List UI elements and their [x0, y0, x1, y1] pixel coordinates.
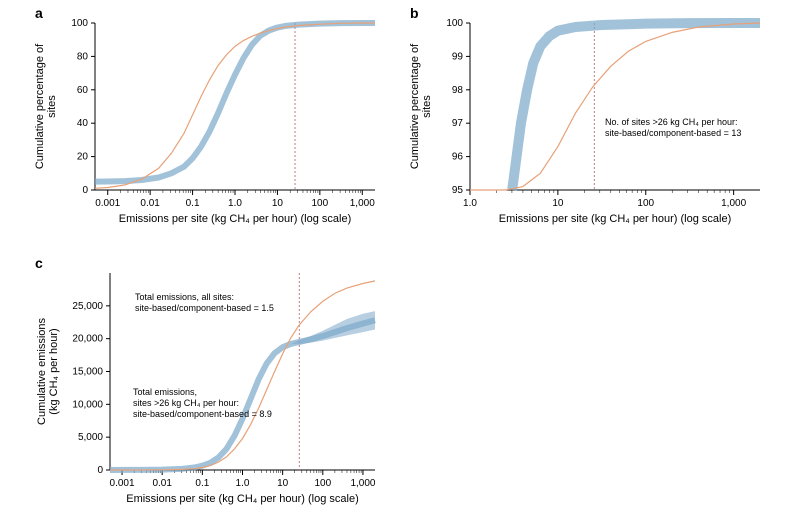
svg-text:Emissions per site (kg CH₄ per: Emissions per site (kg CH₄ per hour) (lo…: [119, 213, 352, 225]
svg-text:100: 100: [71, 18, 88, 29]
svg-text:95: 95: [452, 185, 464, 196]
svg-text:1,000: 1,000: [721, 198, 746, 209]
panel-c: c 05,00010,00015,00020,00025,0000.0010.0…: [35, 255, 385, 510]
svg-text:0.001: 0.001: [95, 198, 120, 209]
chart-b: 95 96 97 98 99 100 1.0 10 100 1,000 Cumulative per…: [410, 5, 770, 230]
panel-a: a 0204060801000.0010.010.11.0101001,000C…: [35, 5, 385, 230]
svg-text:10,000: 10,000: [72, 399, 103, 410]
svg-text:0.1: 0.1: [186, 198, 200, 209]
svg-text:10: 10: [277, 478, 289, 489]
svg-text:0: 0: [82, 185, 88, 196]
svg-text:No. of sites >26 kg CH₄ per ho: No. of sites >26 kg CH₄ per hour:site-ba…: [605, 117, 741, 138]
svg-text:0.1: 0.1: [195, 478, 209, 489]
svg-text:100: 100: [637, 198, 654, 209]
svg-text:100: 100: [312, 198, 329, 209]
svg-text:10: 10: [552, 198, 564, 209]
svg-text:80: 80: [77, 51, 89, 62]
svg-text:60: 60: [77, 85, 89, 96]
svg-text:100: 100: [446, 18, 463, 29]
svg-text:Emissions per site (kg CH₄ per: Emissions per site (kg CH₄ per hour) (lo…: [499, 213, 732, 225]
svg-text:1.0: 1.0: [236, 478, 250, 489]
svg-text:Cumulative percentage ofsites: Cumulative percentage ofsites: [410, 43, 433, 169]
svg-text:99: 99: [452, 51, 464, 62]
svg-text:Total emissions, all sites:sit: Total emissions, all sites:site-based/co…: [135, 292, 274, 313]
svg-text:5,000: 5,000: [78, 432, 103, 443]
svg-text:Emissions per site (kg CH₄ per: Emissions per site (kg CH₄ per hour) (lo…: [126, 493, 359, 505]
chart-c: 0 5,000 10,000 15,000 20,000 25,000 0.001 0.01 0…: [35, 255, 385, 510]
svg-text:0.01: 0.01: [140, 198, 160, 209]
svg-text:Cumulative percentage ofsites: Cumulative percentage ofsites: [35, 43, 58, 169]
chart-a: 0 20 40 60 80 100 0.001 0.01 0.1 1.0 10 100 1,000 Cum…: [35, 5, 385, 230]
svg-text:25,000: 25,000: [72, 301, 103, 312]
svg-text:0: 0: [97, 465, 103, 476]
svg-text:1,000: 1,000: [350, 198, 375, 209]
svg-text:97: 97: [452, 118, 464, 129]
svg-text:1.0: 1.0: [228, 198, 242, 209]
svg-text:20: 20: [77, 152, 89, 163]
svg-text:100: 100: [314, 478, 331, 489]
svg-text:10: 10: [272, 198, 284, 209]
svg-text:96: 96: [452, 152, 464, 163]
svg-text:Cumulative emissions(kg CH₄ pe: Cumulative emissions(kg CH₄ per hour): [36, 318, 60, 425]
svg-text:1,000: 1,000: [350, 478, 375, 489]
panel-b: b 95969798991001.0101001,000Cumulative p…: [410, 5, 770, 230]
svg-text:15,000: 15,000: [72, 367, 103, 378]
svg-text:20,000: 20,000: [72, 334, 103, 345]
svg-text:98: 98: [452, 85, 464, 96]
svg-text:0.001: 0.001: [110, 478, 135, 489]
svg-text:1.0: 1.0: [463, 198, 477, 209]
svg-text:0.01: 0.01: [152, 478, 172, 489]
svg-text:40: 40: [77, 118, 89, 129]
